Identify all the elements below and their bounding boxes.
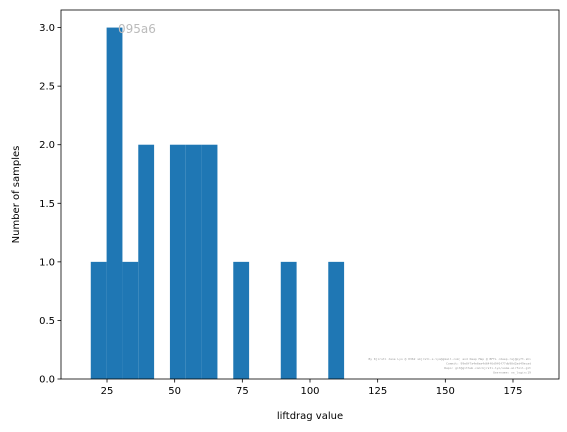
y-tick-label: 1.0	[39, 257, 55, 268]
footnote-line: Username: ns_login:19	[493, 371, 531, 375]
x-axis-label: liftdrag value	[277, 411, 343, 422]
x-tick-label: 25	[101, 386, 114, 397]
histogram-bar	[201, 144, 218, 379]
histogram-bar	[280, 261, 297, 379]
x-tick-label: 75	[236, 386, 249, 397]
y-tick-label: 0.0	[39, 375, 55, 386]
x-tick-label: 175	[503, 386, 522, 397]
histogram-bar	[122, 261, 139, 379]
histogram-bar	[106, 27, 123, 379]
footnote-line: Commit: 99e0f7a4e6ea4d64f6d9f0f77db90d2a…	[446, 362, 531, 366]
y-tick-label: 3.0	[39, 23, 55, 34]
x-tick-label: 150	[436, 386, 455, 397]
histogram-bar	[328, 261, 345, 379]
x-tick-label: 50	[168, 386, 181, 397]
watermark-text: 095a6	[118, 22, 156, 36]
histogram-bar	[169, 144, 186, 379]
x-axis: 25 50 75 100 125 150 175	[101, 379, 523, 397]
histogram-bar	[138, 144, 155, 379]
y-tick-label: 1.5	[39, 199, 55, 210]
y-tick-label: 0.5	[39, 316, 55, 327]
y-tick-label: 2.0	[39, 140, 55, 151]
footnote-line: Repo: git@github.com:kjrsti-lyo/some-air…	[444, 366, 531, 370]
bars-group	[90, 27, 345, 379]
y-axis-label: Number of samples	[11, 146, 22, 244]
footnote-line: By Kjirsti Jane Lyo @ 0362 skjrsti.a.lyo…	[368, 357, 531, 361]
histogram-bar	[233, 261, 250, 379]
author-footnote: By Kjirsti Jane Lyo @ 0362 skjrsti.a.lyo…	[368, 357, 531, 375]
x-tick-label: 125	[368, 386, 387, 397]
y-axis: 0.0 0.5 1.0 1.5 2.0 2.5 3.0	[39, 23, 61, 386]
x-tick-label: 100	[300, 386, 319, 397]
y-tick-label: 2.5	[39, 82, 55, 93]
histogram-bar	[90, 261, 107, 379]
histogram-bar	[185, 144, 202, 379]
